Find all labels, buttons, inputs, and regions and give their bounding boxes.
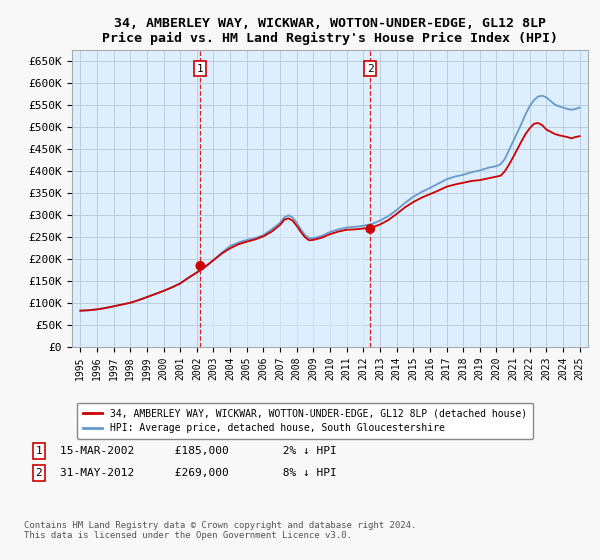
Text: 15-MAR-2002      £185,000        2% ↓ HPI: 15-MAR-2002 £185,000 2% ↓ HPI — [60, 446, 337, 456]
Text: 1: 1 — [197, 64, 204, 73]
Legend: 34, AMBERLEY WAY, WICKWAR, WOTTON-UNDER-EDGE, GL12 8LP (detached house), HPI: Av: 34, AMBERLEY WAY, WICKWAR, WOTTON-UNDER-… — [77, 403, 533, 439]
Text: 31-MAY-2012      £269,000        8% ↓ HPI: 31-MAY-2012 £269,000 8% ↓ HPI — [60, 468, 337, 478]
Point — [196, 262, 205, 270]
Text: 1: 1 — [35, 446, 43, 456]
Text: 2: 2 — [367, 64, 374, 73]
Title: 34, AMBERLEY WAY, WICKWAR, WOTTON-UNDER-EDGE, GL12 8LP
Price paid vs. HM Land Re: 34, AMBERLEY WAY, WICKWAR, WOTTON-UNDER-… — [102, 17, 558, 45]
Point — [365, 225, 375, 234]
Text: Contains HM Land Registry data © Crown copyright and database right 2024.
This d: Contains HM Land Registry data © Crown c… — [24, 521, 416, 540]
Text: 2: 2 — [35, 468, 43, 478]
